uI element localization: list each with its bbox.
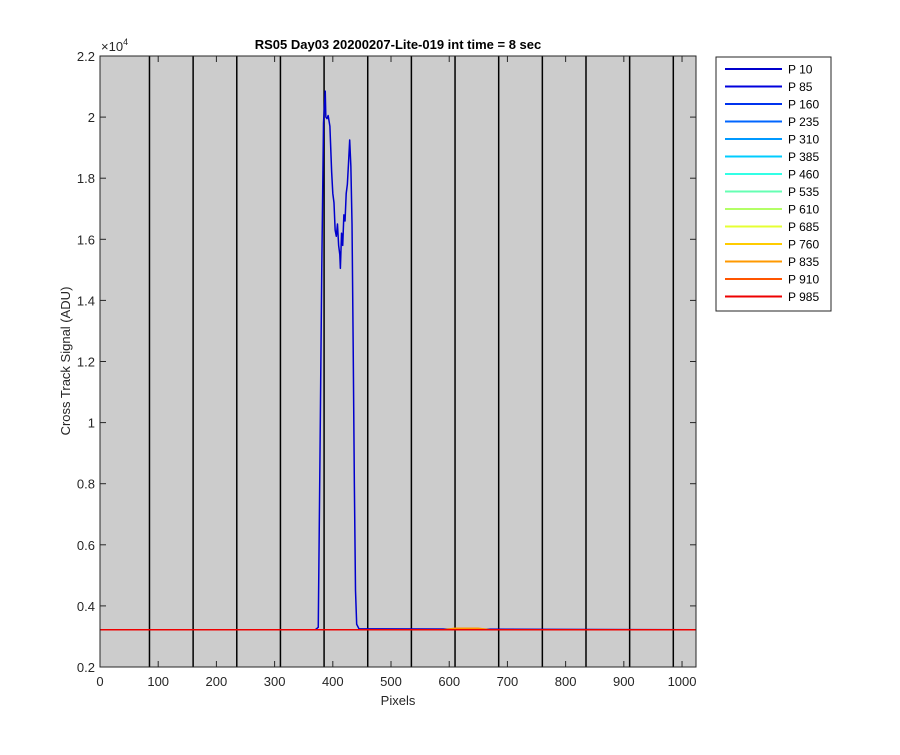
legend-label: P 310 <box>788 133 819 147</box>
x-axis-label: Pixels <box>381 693 416 708</box>
legend-label: P 535 <box>788 185 819 199</box>
legend-label: P 835 <box>788 255 819 269</box>
x-tick-label: 400 <box>322 674 344 689</box>
plot-background <box>100 56 696 667</box>
y-tick-label: 2.2 <box>77 49 95 64</box>
legend-entry: P 460 <box>725 168 819 182</box>
x-tick-label: 700 <box>497 674 519 689</box>
legend-entry: P 985 <box>725 290 819 304</box>
y-axis-label: Cross Track Signal (ADU) <box>58 287 73 436</box>
x-tick-label: 600 <box>438 674 460 689</box>
legend-entry: P 235 <box>725 115 819 129</box>
x-tick-label: 900 <box>613 674 635 689</box>
legend-label: P 685 <box>788 220 819 234</box>
legend-entry: P 910 <box>725 273 819 287</box>
legend-label: P 160 <box>788 98 819 112</box>
y-tick-label: 1.2 <box>77 355 95 370</box>
y-tick-label: 1.8 <box>77 171 95 186</box>
legend-items: P 10 P 85 P 160 P 235 P 310 P 385 P 460 P 535 P … <box>725 63 819 304</box>
legend-entry: P 610 <box>725 203 819 217</box>
chart-title: RS05 Day03 20200207-Lite-019 int time = … <box>255 37 542 52</box>
legend-entry: P 10 <box>725 63 813 77</box>
y-tick-label: 2 <box>88 110 95 125</box>
legend-entry: P 310 <box>725 133 819 147</box>
legend-label: P 460 <box>788 168 819 182</box>
legend-entry: P 160 <box>725 98 819 112</box>
x-tick-label: 500 <box>380 674 402 689</box>
legend-label: P 235 <box>788 115 819 129</box>
legend-entry: P 835 <box>725 255 819 269</box>
x-tick-label: 0 <box>96 674 103 689</box>
legend-label: P 985 <box>788 290 819 304</box>
y-tick-label: 0.6 <box>77 538 95 553</box>
legend: P 10 P 85 P 160 P 235 P 310 P 385 P 460 P 535 P … <box>715 56 832 312</box>
x-tick-label: 300 <box>264 674 286 689</box>
legend-label: P 10 <box>788 63 813 77</box>
x-tick-label: 1000 <box>668 674 697 689</box>
legend-entry: P 760 <box>725 238 819 252</box>
legend-entry: P 385 <box>725 150 819 164</box>
legend-label: P 610 <box>788 203 819 217</box>
legend-label: P 385 <box>788 150 819 164</box>
x-tick-label: 800 <box>555 674 577 689</box>
y-tick-label: 0.2 <box>77 660 95 675</box>
legend-box <box>715 56 832 312</box>
legend-entry: P 535 <box>725 185 819 199</box>
x-axis: 0 100 200 300 400 500 600 700 800 900 1000 <box>96 56 696 689</box>
x-tick-label: 100 <box>147 674 169 689</box>
y-tick-label: 0.8 <box>77 477 95 492</box>
vertical-line-group <box>148 56 675 667</box>
x-tick-label: 200 <box>206 674 228 689</box>
y-axis-exponent: ×104 <box>101 37 128 54</box>
legend-entry: P 685 <box>725 220 819 234</box>
y-tick-label: 1.4 <box>77 293 95 308</box>
legend-label: P 760 <box>788 238 819 252</box>
y-axis: 0.2 0.4 0.6 0.8 1 1.2 1.4 1.6 1.8 2 2.2 <box>77 49 696 675</box>
series-group <box>100 90 697 631</box>
y-tick-label: 1.6 <box>77 232 95 247</box>
legend-label: P 910 <box>788 273 819 287</box>
y-tick-label: 0.4 <box>77 599 95 614</box>
legend-entry: P 85 <box>725 80 813 94</box>
legend-label: P 85 <box>788 80 813 94</box>
series-line <box>100 90 697 631</box>
y-tick-label: 1 <box>88 416 95 431</box>
